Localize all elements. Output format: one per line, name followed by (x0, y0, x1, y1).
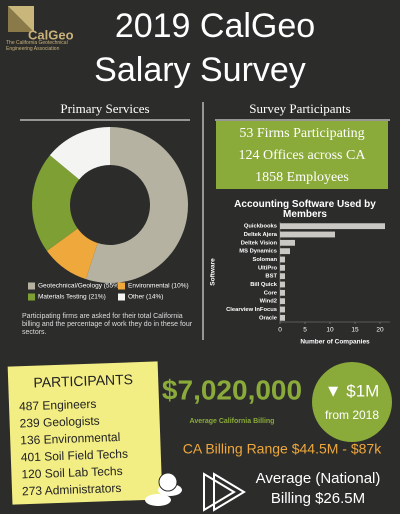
chart-note: Participating firms are asked for their … (22, 313, 193, 336)
legend-swatch (28, 282, 35, 290)
legend-label: Environmental (10%) (128, 283, 189, 290)
bar (280, 223, 385, 230)
note-line: 487 Engineers (19, 397, 97, 414)
y-tick-label: Core (264, 290, 278, 296)
y-tick-label: UltiPro (258, 265, 277, 271)
note-line: 136 Environmental (20, 430, 120, 447)
logo: CalGeo (8, 6, 74, 42)
legend-label: Geotechnical/Geology (55%) (38, 283, 121, 290)
sticky-note: PARTICIPANTS 487 Engineers 239 Geologist… (7, 361, 163, 505)
bar (280, 231, 335, 238)
note-line: 120 Soil Lab Techs (21, 464, 123, 482)
pie-slice (49, 127, 110, 180)
change-badge (312, 362, 392, 442)
title: Salary Survey (94, 51, 306, 89)
bar (280, 289, 285, 296)
bar (280, 306, 285, 313)
pie-slice (32, 155, 80, 251)
x-tick-label: 15 (351, 327, 359, 334)
billing-range: CA Billing Range $44.5M - $87k (183, 441, 382, 457)
bar (280, 264, 285, 271)
play-shape (213, 472, 246, 512)
national-billing: Average (National) (256, 470, 381, 487)
x-tick-label: 5 (303, 327, 307, 334)
y-tick-label: Deltek Vision (241, 240, 278, 246)
y-tick-label: BST (265, 274, 277, 280)
y-tick-label: MS Dynamics (239, 249, 277, 255)
change-value: ▼ $1M (325, 381, 380, 400)
logo-tagline: The California Geotechnical Engineering … (6, 40, 68, 52)
note-title: PARTICIPANTS (33, 371, 133, 390)
section-title: Survey Participants (249, 101, 350, 116)
coins-icon (145, 472, 182, 506)
bar (280, 248, 290, 255)
average-billing: $7,020,000 (162, 374, 302, 405)
y-tick-label: Wind2 (260, 299, 277, 305)
y-tick-label: Oracle (259, 315, 278, 321)
logo-mark (8, 6, 34, 32)
bar (280, 281, 285, 288)
y-tick-label: Deltek Ajera (244, 232, 278, 238)
pie-slice (46, 228, 98, 280)
y-tick-label: Bill Quick (250, 282, 278, 288)
y-tick-label: Soloman (253, 257, 278, 263)
summary-line: 124 Offices across CA (239, 148, 367, 163)
legend-swatch (28, 293, 35, 301)
pie-slice (85, 127, 189, 283)
legend-swatch (118, 282, 125, 290)
note-paper (7, 361, 163, 505)
bar (280, 239, 295, 246)
summary-line: 1858 Employees (255, 170, 349, 185)
x-tick-label: 20 (376, 327, 384, 334)
bar (280, 314, 285, 321)
x-tick-label: 0 (278, 327, 282, 334)
national-billing: Billing $26.5M (271, 490, 365, 507)
legend-label: Other (14%) (128, 294, 163, 301)
y-tick-label: Quickbooks (244, 224, 277, 230)
y-tick-label: Clearview InFocus (226, 307, 277, 313)
average-billing-label: Average California Billing (190, 418, 275, 425)
bar (280, 298, 285, 305)
participants-box (216, 121, 388, 189)
bar (280, 256, 285, 263)
section-title: Primary Services (60, 101, 149, 116)
legend-label: Materials Testing (21%) (38, 294, 106, 301)
logo-text: CalGeo (28, 27, 74, 42)
bar (280, 273, 285, 280)
legend-swatch (118, 293, 125, 301)
coin (158, 472, 178, 492)
change-label: from 2018 (325, 408, 379, 422)
y-axis-label: Software (210, 258, 217, 286)
note-line: 239 Geologists (19, 414, 100, 431)
title: 2019 CalGeo (115, 7, 315, 45)
play-shape (203, 472, 236, 512)
x-tick-label: 10 (326, 327, 334, 334)
coin (145, 494, 171, 506)
note-line: 273 Administrators (22, 481, 122, 498)
bar-chart-title: Accounting Software Used by Members (234, 199, 376, 220)
note-line: 401 Soil Field Techs (21, 447, 129, 465)
summary-line: 53 Firms Participating (239, 126, 364, 141)
play-icon (203, 472, 246, 512)
x-axis-label: Number of Companies (300, 339, 370, 346)
